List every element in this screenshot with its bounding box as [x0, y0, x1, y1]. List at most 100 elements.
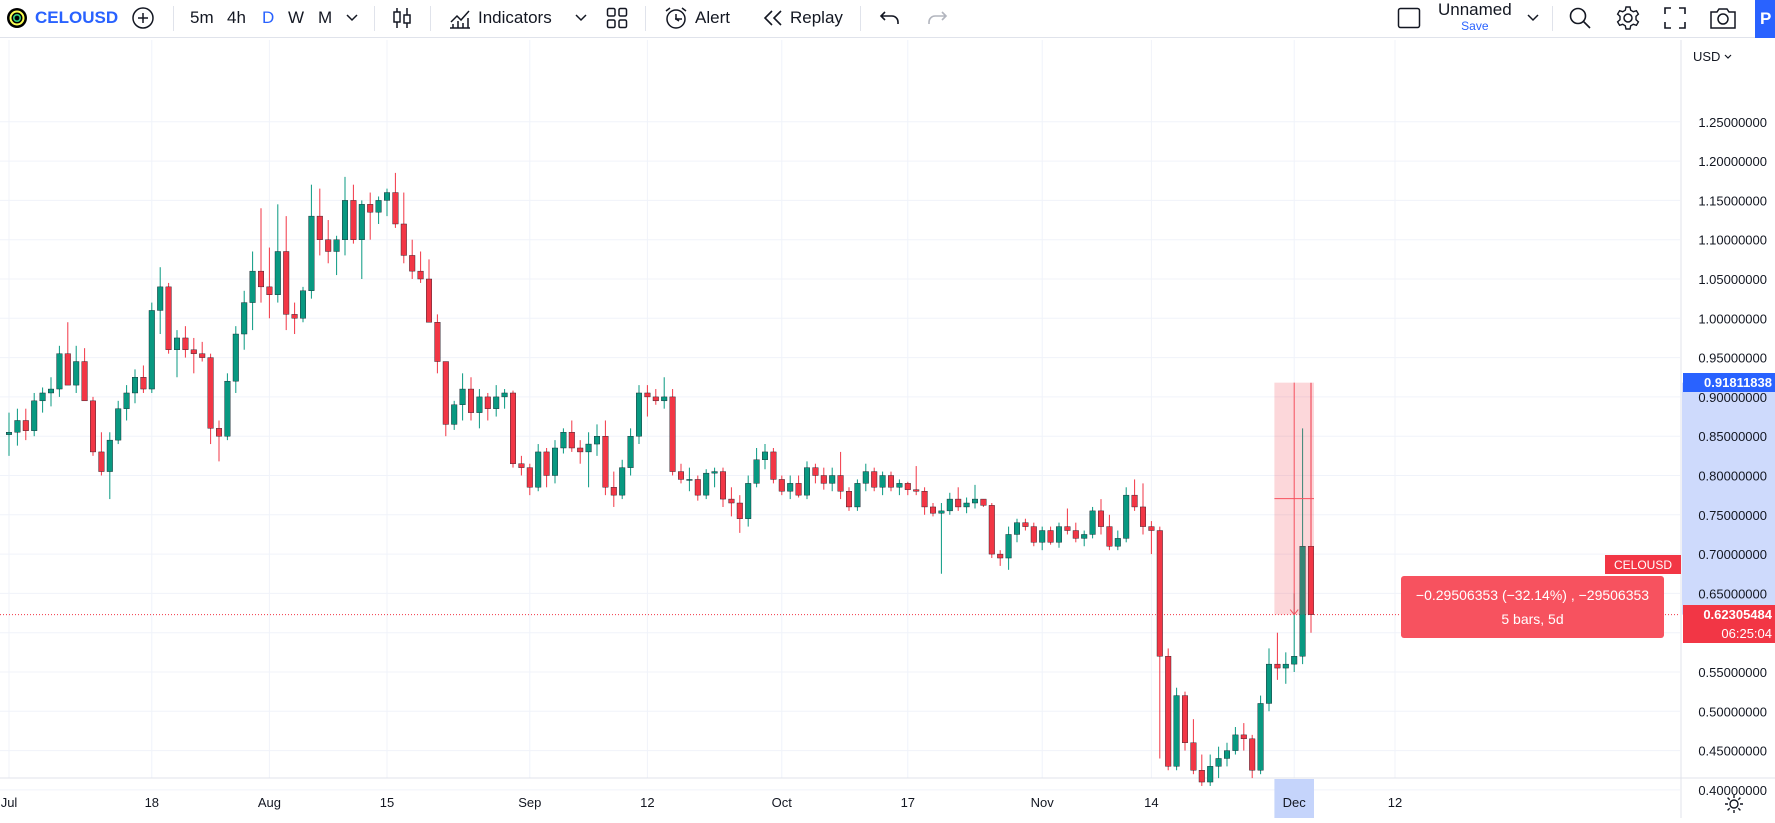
- redo-button[interactable]: [926, 0, 948, 36]
- candle: [846, 487, 853, 511]
- candle: [896, 479, 903, 496]
- candle: [703, 469, 710, 500]
- replay-button[interactable]: Replay: [762, 0, 843, 36]
- symbol-label: CELOUSD: [35, 8, 119, 27]
- interval-w[interactable]: W: [288, 8, 305, 27]
- candle: [602, 420, 609, 496]
- candle-body: [5, 432, 12, 435]
- candle: [1047, 526, 1054, 545]
- publish-button[interactable]: P: [1755, 0, 1775, 38]
- interval-m[interactable]: M: [318, 8, 333, 27]
- interval-d[interactable]: D: [262, 8, 275, 27]
- currency-label[interactable]: USD: [1693, 49, 1720, 64]
- chevron-down-icon: [1527, 14, 1539, 22]
- candle: [997, 550, 1004, 566]
- candle-body: [1022, 522, 1029, 527]
- time-tick-label: Nov: [1031, 795, 1055, 810]
- candle: [795, 475, 802, 498]
- candle-body: [14, 420, 21, 433]
- candle-body: [241, 302, 248, 335]
- candle: [1207, 754, 1214, 786]
- candle: [510, 390, 517, 468]
- layout-save-label: Save: [1461, 19, 1489, 33]
- candle-body: [1291, 656, 1298, 665]
- candle-body: [854, 483, 861, 508]
- candle-body: [955, 498, 962, 508]
- candle: [1198, 754, 1205, 786]
- candle: [921, 487, 928, 515]
- axis-settings-button[interactable]: [1725, 795, 1743, 813]
- candle: [988, 503, 995, 559]
- candle-body: [1173, 695, 1180, 767]
- chart-type-button[interactable]: [391, 0, 413, 36]
- alert-button[interactable]: Alert: [663, 0, 730, 36]
- candle-body: [451, 404, 458, 425]
- candle-body: [762, 451, 769, 460]
- candle: [442, 361, 449, 437]
- chart-area[interactable]: 1.25000000 1.20000000 1.15000000 1.10000000…: [0, 40, 1775, 823]
- candle: [400, 192, 407, 264]
- candle-body: [1055, 526, 1062, 543]
- candle: [938, 503, 945, 574]
- snapshot-button[interactable]: [1709, 0, 1737, 36]
- candle: [711, 467, 718, 488]
- square-icon: [1397, 7, 1421, 29]
- interval-5m[interactable]: 5m: [190, 8, 214, 27]
- indicators-menu-button[interactable]: [575, 0, 587, 36]
- compare-symbol-button[interactable]: [131, 0, 155, 36]
- candle-body: [249, 270, 256, 303]
- candle: [1106, 514, 1113, 551]
- price-tick-label: 0.55000000: [1698, 665, 1767, 680]
- candle: [1072, 522, 1079, 543]
- candle-body: [1014, 522, 1021, 535]
- settings-button[interactable]: [1615, 0, 1641, 36]
- layout-name-button[interactable]: Unnamed Save: [1438, 0, 1512, 36]
- candle-body: [468, 388, 475, 413]
- search-button[interactable]: [1568, 0, 1592, 36]
- fullscreen-button[interactable]: [1663, 0, 1687, 36]
- candle-body: [963, 502, 970, 508]
- price-tick-label: 0.80000000: [1698, 469, 1767, 484]
- intervals-menu-button[interactable]: [346, 0, 358, 36]
- candle-body: [921, 491, 928, 508]
- candle: [1249, 734, 1256, 779]
- currency-selector[interactable]: USD: [1693, 49, 1732, 64]
- templates-button[interactable]: [606, 0, 628, 36]
- candle-body: [417, 270, 424, 280]
- candlestick-chart[interactable]: 1.25000000 1.20000000 1.15000000 1.10000000…: [0, 40, 1775, 823]
- measure-change: −0.29506353 (−32.14%) , −29506353: [1415, 587, 1650, 603]
- candle: [409, 239, 416, 279]
- candle: [173, 330, 180, 378]
- candle-body: [1307, 546, 1314, 615]
- layout-menu-button[interactable]: [1527, 0, 1539, 36]
- candle-body: [48, 388, 55, 394]
- candle-body: [64, 353, 71, 386]
- plus-circle-icon: [132, 7, 154, 29]
- candle-body: [711, 471, 718, 474]
- candle-body: [316, 215, 323, 240]
- alarm-clock-icon: [665, 7, 687, 29]
- price-tick-label: 0.45000000: [1698, 744, 1767, 759]
- candle-body: [686, 479, 693, 481]
- interval-4h[interactable]: 4h: [227, 8, 246, 27]
- candle: [854, 479, 861, 511]
- chart-grid: [0, 40, 1775, 791]
- candle: [215, 420, 222, 462]
- candle: [22, 408, 29, 441]
- layout-button[interactable]: [1397, 0, 1421, 36]
- price-axis-highlight: [1682, 382, 1775, 615]
- candle-body: [837, 475, 844, 492]
- candle-body: [510, 392, 517, 464]
- candle: [190, 337, 197, 374]
- price-tick-label: 0.75000000: [1698, 508, 1767, 523]
- candle-body: [560, 432, 567, 449]
- time-tick-label: Oct: [772, 795, 793, 810]
- candle: [568, 420, 575, 452]
- candle-body: [577, 447, 584, 453]
- candle-body: [1215, 758, 1222, 767]
- grid-icon: [606, 7, 628, 29]
- candle-body: [1106, 526, 1113, 547]
- symbol-search-button[interactable]: CELOUSD: [6, 0, 118, 36]
- undo-button[interactable]: [879, 0, 901, 36]
- indicators-button[interactable]: Indicators: [448, 0, 552, 36]
